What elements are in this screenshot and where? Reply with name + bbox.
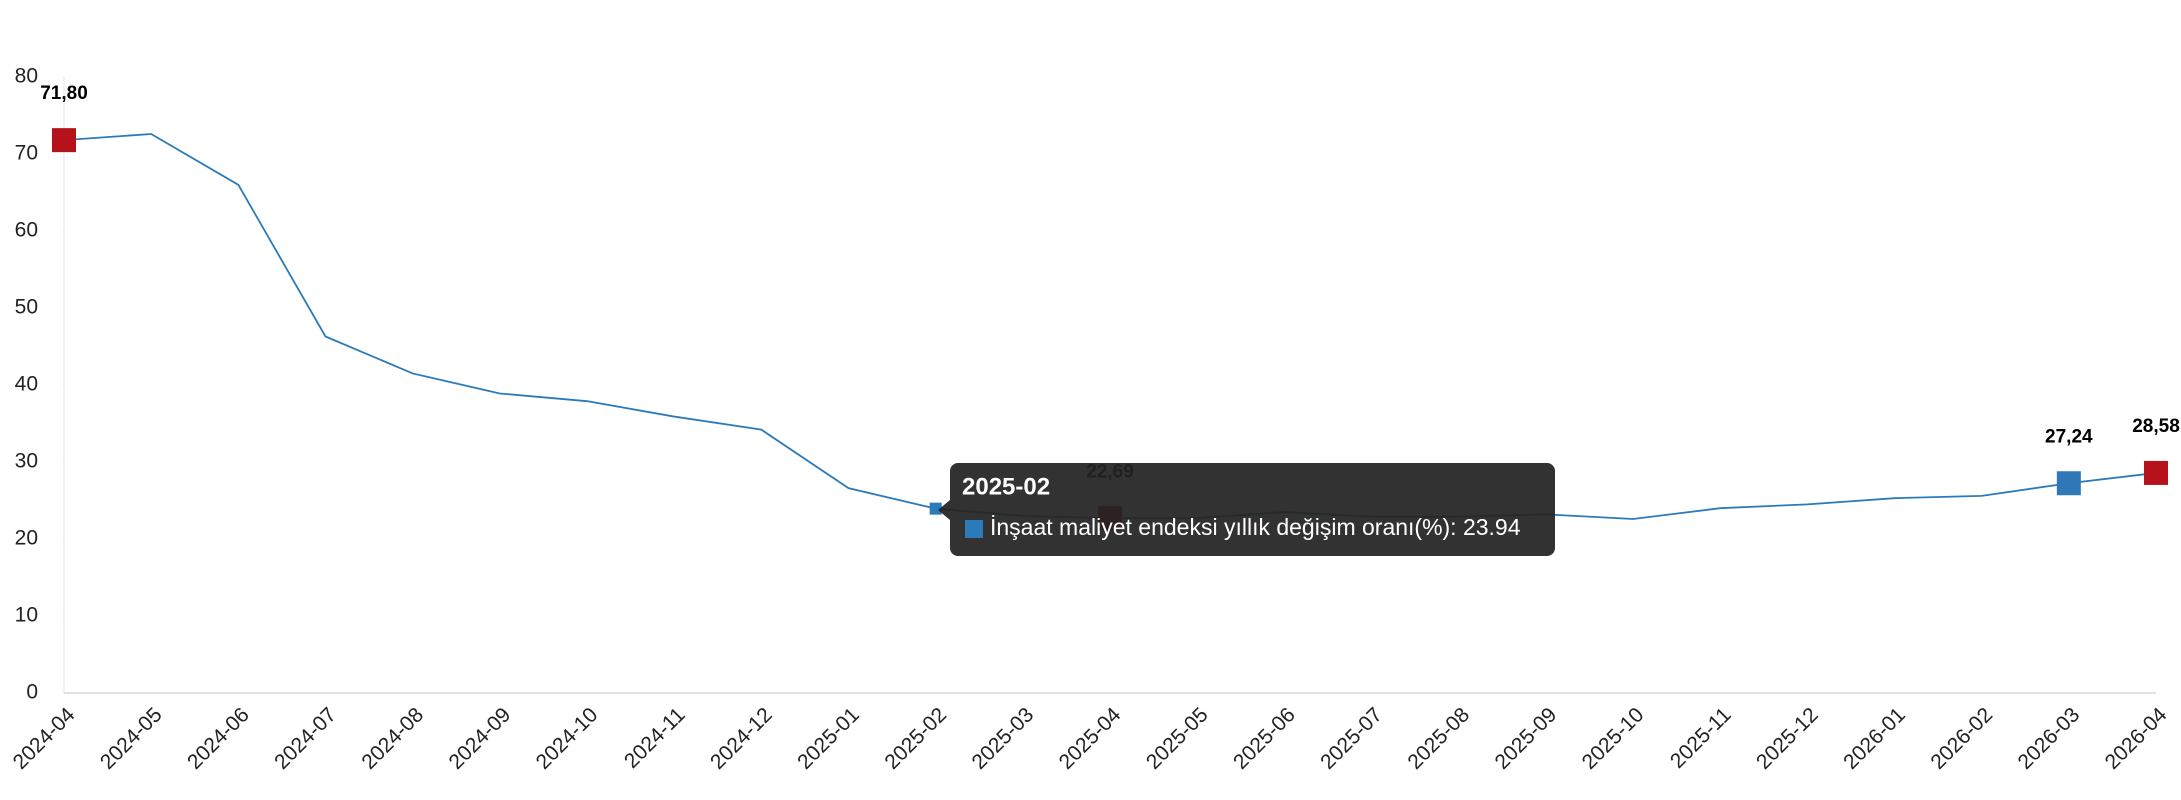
point-marker <box>52 128 76 153</box>
x-tick-label: 2025-12 <box>1752 703 1823 774</box>
x-tick-label: 2025-07 <box>1316 703 1387 774</box>
x-tick-label: 2025-05 <box>1142 703 1213 774</box>
point-marker <box>2144 460 2168 485</box>
tooltip-title: 2025-02 <box>962 473 1050 500</box>
x-tick-label: 2024-07 <box>270 703 341 774</box>
x-tick-label: 2024-09 <box>445 703 516 774</box>
x-tick-label: 2025-03 <box>968 703 1039 774</box>
point-marker <box>2056 471 2081 496</box>
x-tick-label: 2025-02 <box>880 703 951 774</box>
y-tick-label: 60 <box>15 219 38 242</box>
x-tick-label: 2025-11 <box>1666 703 1736 773</box>
y-tick-label: 10 <box>15 604 38 627</box>
x-tick-label: 2026-03 <box>2014 703 2085 774</box>
data-label: 71,80 <box>40 83 88 104</box>
x-tick-label: 2024-10 <box>532 703 603 774</box>
y-tick-label: 0 <box>26 681 38 704</box>
x-tick-label: 2024-11 <box>620 703 690 773</box>
x-tick-label: 2025-01 <box>793 703 864 774</box>
x-tick-label: 2024-12 <box>706 703 777 774</box>
x-tick-label: 2025-10 <box>1578 703 1649 774</box>
x-tick-label: 2024-04 <box>9 703 80 774</box>
x-tick-label: 2026-04 <box>2101 703 2172 774</box>
tooltip-pointer <box>938 500 950 520</box>
point-marker <box>929 502 942 515</box>
x-tick-label: 2024-06 <box>183 703 254 774</box>
tooltip-swatch <box>965 520 983 538</box>
y-tick-label: 30 <box>15 450 38 473</box>
data-label: 28,58 <box>2132 416 2180 437</box>
x-tick-label: 2024-05 <box>96 703 167 774</box>
x-tick-label: 2026-02 <box>1926 703 1997 774</box>
tooltip: 2025-02 İnşaat maliyet endeksi yıllık değ… <box>938 463 1555 556</box>
x-tick-label: 2024-08 <box>357 703 428 774</box>
tooltip-box <box>950 463 1555 556</box>
y-tick-label: 70 <box>15 142 38 165</box>
x-tick-label: 2025-04 <box>1055 703 1126 774</box>
y-tick-label: 50 <box>15 296 38 319</box>
x-tick-label: 2026-01 <box>1839 703 1910 774</box>
y-tick-label: 20 <box>15 527 38 550</box>
y-tick-label: 80 <box>15 65 38 88</box>
y-tick-label: 40 <box>15 373 38 396</box>
x-tick-label: 2025-09 <box>1491 703 1562 774</box>
x-tick-label: 2025-08 <box>1403 703 1474 774</box>
x-tick-label: 2025-06 <box>1229 703 1300 774</box>
tooltip-text: İnşaat maliyet endeksi yıllık değişim or… <box>990 514 1521 540</box>
data-label: 27,24 <box>2045 426 2093 447</box>
